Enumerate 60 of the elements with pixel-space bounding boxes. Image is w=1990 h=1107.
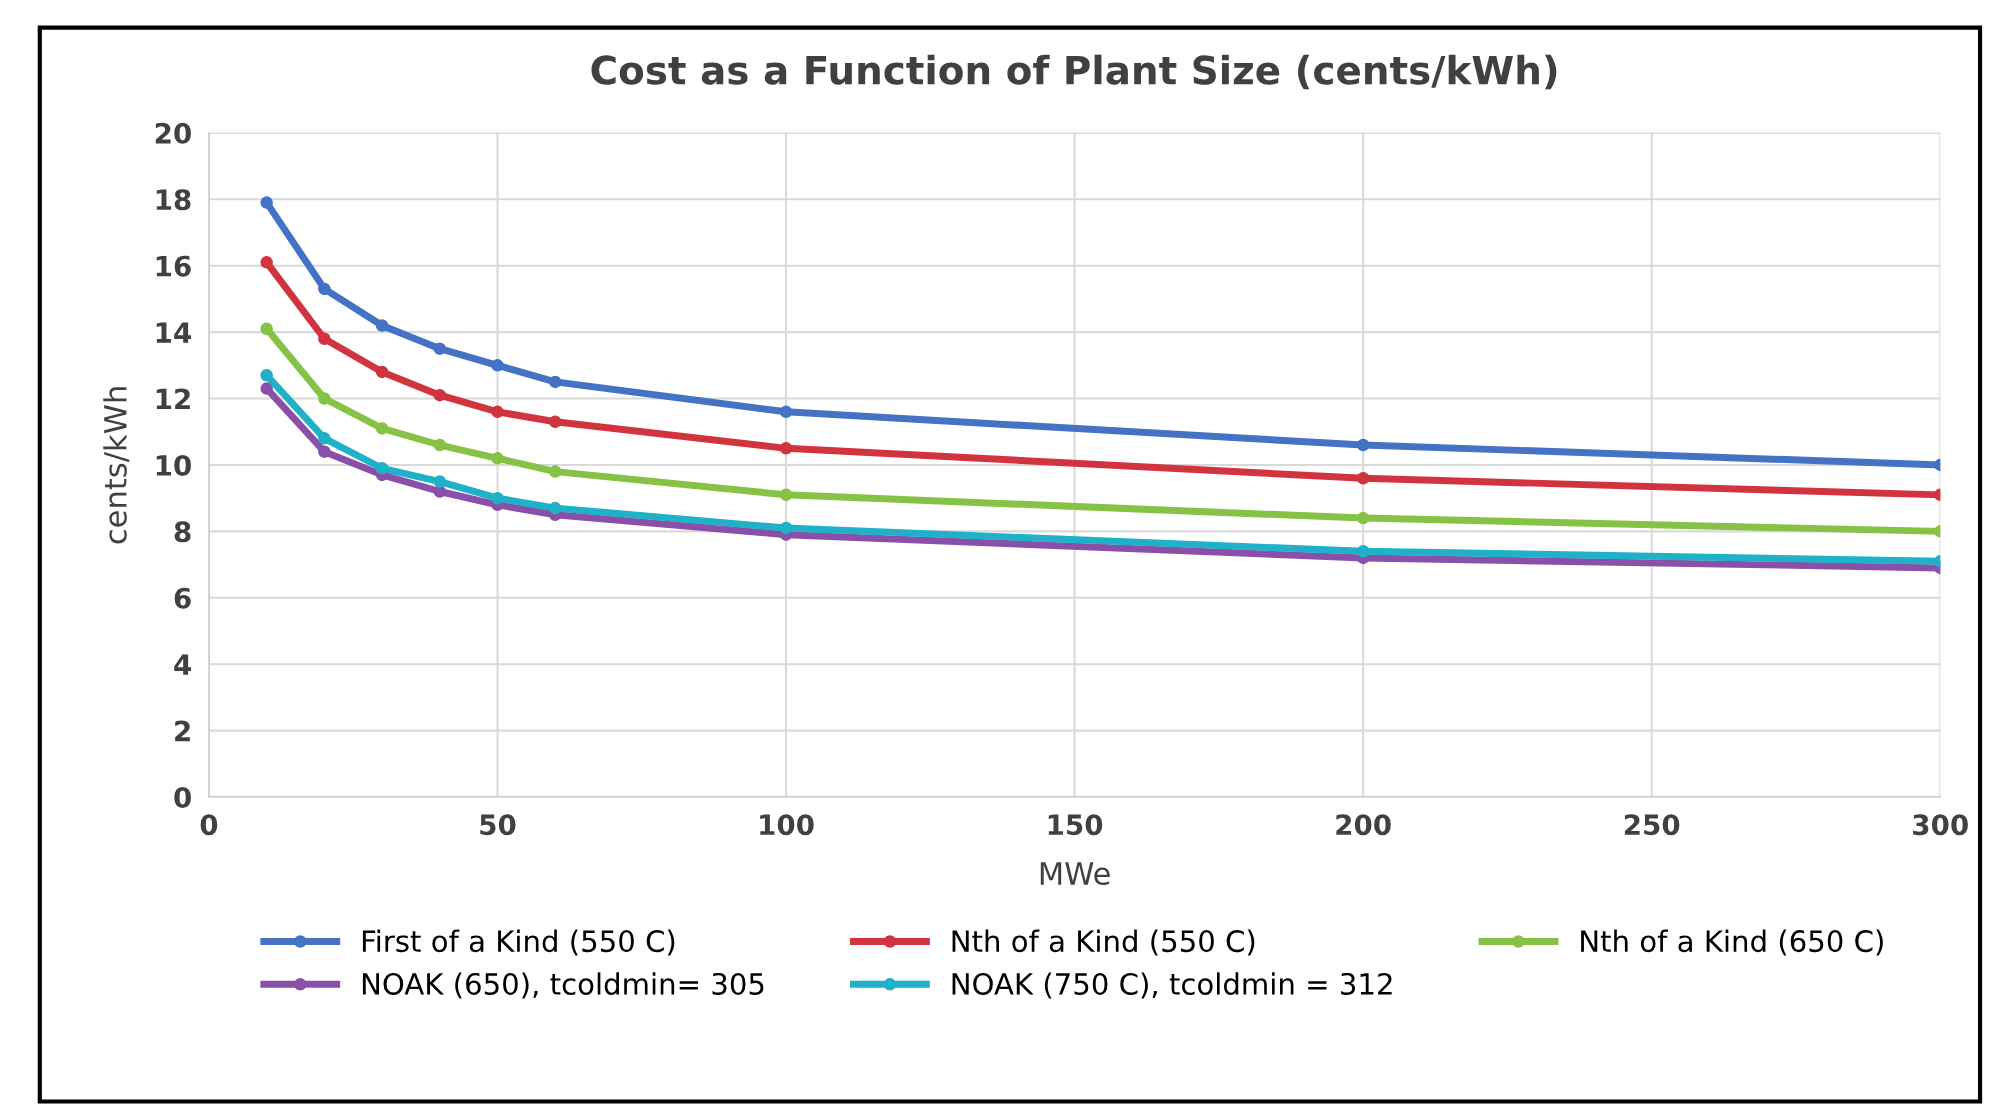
y-tick-label: 14 xyxy=(156,322,192,343)
point xyxy=(491,452,504,465)
point xyxy=(260,369,273,382)
point xyxy=(260,196,273,209)
x-tick-label: 150 xyxy=(1048,814,1103,836)
point xyxy=(548,465,562,478)
x-axis-title: MWe xyxy=(1040,862,1110,886)
point xyxy=(1356,471,1370,485)
point xyxy=(433,342,447,355)
point xyxy=(375,365,389,379)
point xyxy=(1356,511,1370,525)
point xyxy=(548,501,562,515)
point xyxy=(318,392,331,405)
point xyxy=(779,488,793,502)
y-tick-label: 2 xyxy=(175,720,190,742)
point xyxy=(260,256,273,269)
x-tick-label: 50 xyxy=(480,814,516,836)
point xyxy=(779,521,793,535)
point xyxy=(433,438,447,452)
x-tick-label: 0 xyxy=(200,814,218,836)
y-tick-label: 8 xyxy=(174,521,191,543)
point xyxy=(433,475,447,488)
point xyxy=(318,332,331,345)
point xyxy=(260,322,273,336)
point xyxy=(779,442,793,455)
y-tick-label: 12 xyxy=(156,388,190,410)
point xyxy=(548,415,562,429)
chart-title: Cost as a Function of Plant Size (cents/kWh) xyxy=(591,54,1557,90)
point xyxy=(318,432,331,445)
x-tick-label: 300 xyxy=(1913,814,1968,836)
x-tick-label: 200 xyxy=(1336,814,1391,836)
legend-label: First of a Kind (550 C) xyxy=(362,929,675,956)
point xyxy=(1356,545,1370,558)
y-tick-label: 20 xyxy=(155,122,191,144)
point xyxy=(1356,438,1370,452)
y-axis-title: cents/kWh xyxy=(103,387,130,544)
y-tick-label: 16 xyxy=(156,255,191,277)
x-tick-label: 250 xyxy=(1624,814,1680,836)
point xyxy=(318,445,331,458)
point xyxy=(491,359,504,372)
y-tick-label: 6 xyxy=(174,587,191,609)
point xyxy=(318,282,331,296)
y-tick-label: 18 xyxy=(156,189,191,211)
point xyxy=(433,388,447,402)
point xyxy=(375,422,389,435)
y-tick-label: 4 xyxy=(174,654,192,675)
point xyxy=(260,382,273,395)
point xyxy=(491,405,504,419)
legend-label: NOAK (750 C), tcoldmin = 312 xyxy=(952,972,1392,999)
legend-label: Nth of a Kind (650 C) xyxy=(1581,929,1883,956)
point xyxy=(375,319,389,332)
x-tick-label: 100 xyxy=(760,814,814,836)
legend-label: Nth of a Kind (550 C) xyxy=(952,929,1255,956)
point xyxy=(548,375,562,389)
y-tick-label: 0 xyxy=(174,786,191,808)
point xyxy=(779,405,793,419)
y-tick-label: 10 xyxy=(156,454,191,476)
legend-label: NOAK (650), tcoldmin= 305 xyxy=(362,972,764,999)
point xyxy=(375,462,389,475)
point xyxy=(491,491,504,505)
